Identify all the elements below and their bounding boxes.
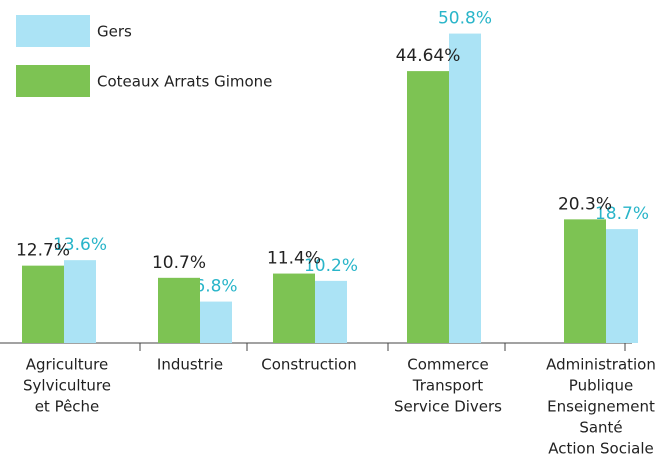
value-label: 6.8% xyxy=(194,277,237,297)
bar xyxy=(22,265,64,343)
value-label: 44.64% xyxy=(396,46,461,66)
x-tick-label: Publique xyxy=(569,377,633,395)
legend-swatch xyxy=(16,65,90,97)
x-tick-label: Commerce xyxy=(407,356,488,374)
x-tick-label: Administration xyxy=(546,356,656,374)
x-tick-label: Agriculture xyxy=(26,356,109,374)
x-tick-label: Transport xyxy=(412,377,484,395)
bar xyxy=(315,280,347,343)
x-tick-label: et Pêche xyxy=(35,398,100,416)
value-label: 50.8% xyxy=(438,9,492,29)
value-label: 11.4% xyxy=(267,249,321,269)
bar xyxy=(564,219,606,343)
value-label: 13.6% xyxy=(53,235,107,255)
x-tick-label: Sylviculture xyxy=(23,377,111,395)
bar xyxy=(407,71,449,344)
x-tick-label: Industrie xyxy=(157,356,223,374)
value-label: 20.3% xyxy=(558,194,612,214)
x-tick-label: Construction xyxy=(261,356,357,374)
value-label: 10.7% xyxy=(152,253,206,273)
legend-label: Coteaux Arrats Gimone xyxy=(97,73,272,91)
x-tick-label: Santé xyxy=(579,419,622,437)
bar xyxy=(200,301,232,343)
bar xyxy=(64,260,96,343)
bar xyxy=(449,33,481,343)
x-tick-label: Enseignement xyxy=(547,398,655,416)
legend-swatch xyxy=(16,15,90,47)
bar xyxy=(273,273,315,343)
bar xyxy=(606,229,638,343)
value-label: 12.7% xyxy=(16,241,70,261)
x-tick-label: Action Sociale xyxy=(548,440,653,458)
value-label: 10.2% xyxy=(304,256,358,276)
legend-label: Gers xyxy=(97,23,132,41)
x-tick-label: Service Divers xyxy=(394,398,502,416)
bar xyxy=(158,277,200,343)
value-label: 18.7% xyxy=(595,204,649,224)
